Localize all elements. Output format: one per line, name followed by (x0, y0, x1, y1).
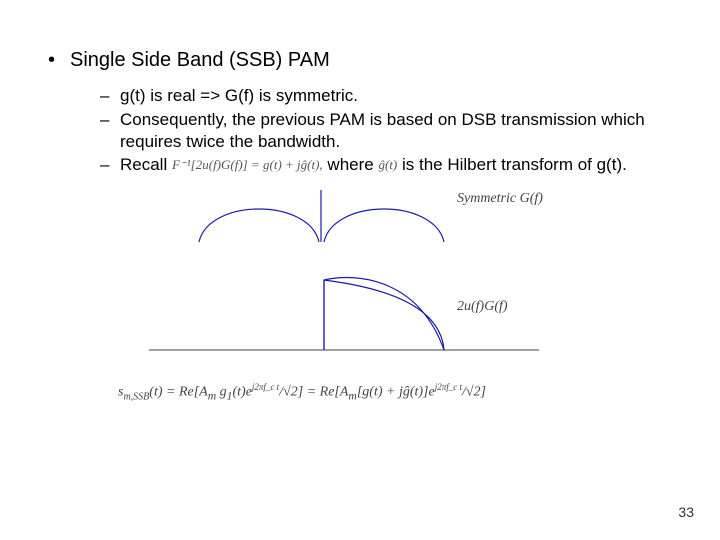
bullet-dot: • (48, 48, 70, 73)
sub-item-b: – Consequently, the previous PAM is base… (100, 109, 650, 153)
sub-item-c: – Recall F⁻¹[2u(f)G(f)] = g(t) + jĝ(t), … (100, 154, 650, 176)
symmetric-lobes (199, 190, 444, 242)
eq-e1sup: j2πf_c t (252, 382, 279, 392)
eq-body: (t) = Re[A (149, 385, 207, 400)
eq-sub: m,SSB (123, 391, 149, 402)
sub-list: – g(t) is real => G(f) is symmetric. – C… (100, 85, 650, 176)
spectrum-svg: Symmetric G(f) 2u(f)G(f) (109, 180, 589, 370)
eq-g1: g (216, 385, 227, 400)
lobe-right (324, 209, 444, 242)
label-top: Symmetric G(f) (457, 191, 543, 206)
usb-dome (324, 277, 444, 350)
eq-e1pre: (t)e (232, 385, 251, 400)
recall-formula: F⁻¹[2u(f)G(f)] = g(t) + jĝ(t), (172, 157, 323, 174)
usb-lobe (324, 277, 444, 350)
eq-m2: m (348, 389, 356, 402)
recall-suffix: is the Hilbert transform of g(t). (402, 155, 627, 174)
dash-icon: – (100, 109, 120, 153)
eq-mid: /√2] = Re[A (279, 385, 348, 400)
eq-m1: m (208, 389, 216, 402)
eq-tail: /√2] (462, 385, 486, 400)
dash-icon: – (100, 85, 120, 107)
sub-item-a: – g(t) is real => G(f) is symmetric. (100, 85, 650, 107)
recall-prefix: Recall (120, 155, 167, 174)
dash-icon: – (100, 154, 120, 176)
label-mid: 2u(f)G(f) (457, 299, 508, 314)
eq-br: [g(t) + jĝ(t)]e (357, 385, 435, 400)
recall-mid: where (327, 155, 373, 174)
page-number: 33 (678, 504, 694, 520)
main-bullet-text: Single Side Band (SSB) PAM (70, 49, 330, 71)
lobe-left (199, 209, 319, 242)
sub-b-text: Consequently, the previous PAM is based … (120, 109, 650, 153)
sub-a-text: g(t) is real => G(f) is symmetric. (120, 85, 650, 107)
sub-c-text: Recall F⁻¹[2u(f)G(f)] = g(t) + jĝ(t), wh… (120, 154, 650, 176)
eq-e2sup: j2πf_c t (435, 382, 462, 392)
recall-ghat: ĝ(t) (378, 157, 397, 174)
final-equation: sm,SSB(t) = Re[Am g1(t)ej2πf_c t/√2] = R… (118, 382, 650, 402)
spectrum-diagram: Symmetric G(f) 2u(f)G(f) (109, 180, 589, 370)
main-bullet: •Single Side Band (SSB) PAM (48, 48, 650, 73)
